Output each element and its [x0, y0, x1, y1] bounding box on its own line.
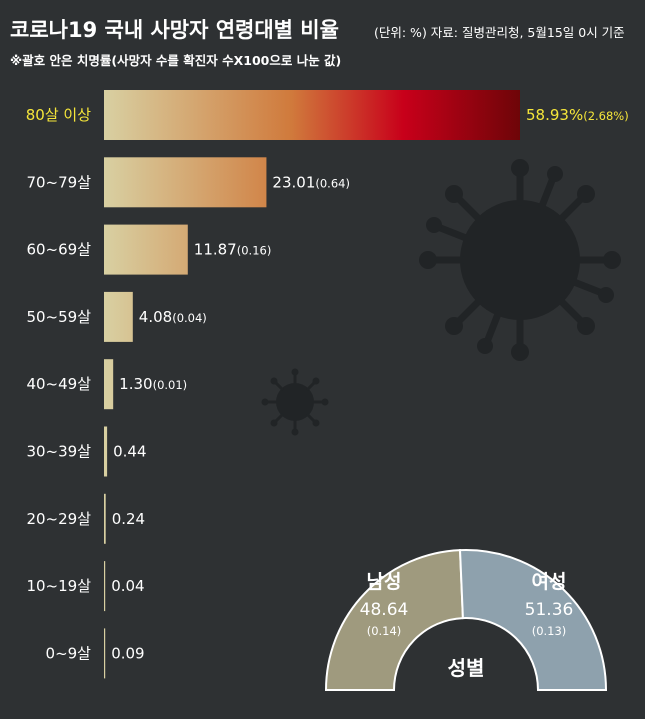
- gender-half-donut: 성별 남성 48.64 (0.14) 여성 51.36 (0.13): [324, 549, 608, 691]
- bar: [104, 157, 267, 208]
- bar: [104, 359, 114, 410]
- value-main: 0.04: [111, 577, 144, 595]
- value-label: 0.44: [113, 443, 146, 461]
- fatality-rate: (0.04): [172, 311, 207, 325]
- gender-title: 성별: [448, 656, 485, 680]
- gender-value-male: 48.64: [360, 600, 409, 620]
- value-label: 0.04: [111, 577, 144, 595]
- bar: [104, 628, 106, 679]
- gender-fatality-male: (0.14): [367, 624, 402, 638]
- value-label: 23.01(0.64): [272, 173, 350, 191]
- gender-slice-female: [458, 549, 608, 691]
- category-label: 70~79살: [26, 173, 91, 191]
- gender-value-female: 51.36: [525, 600, 574, 620]
- fatality-rate: (0.16): [237, 244, 272, 258]
- age-bar-chart: 80살 이상 58.93%(2.68%) 70~79살 23.01(0.64) 60~6…: [26, 90, 629, 679]
- gender-label-male: 남성: [367, 571, 402, 593]
- value-main: 23.01: [272, 173, 315, 191]
- category-label: 60~69살: [26, 241, 91, 259]
- value-label: 11.87(0.16): [194, 241, 272, 259]
- virus-icon-large: [419, 159, 621, 361]
- value-main: 0.44: [113, 443, 146, 461]
- bar: [104, 291, 133, 342]
- virus-icon-small: [261, 368, 329, 436]
- chart-title: 코로나19 국내 사망자 연령대별 비율: [10, 18, 339, 42]
- value-label: 0.24: [112, 510, 145, 528]
- fatality-rate: (2.68%): [583, 109, 629, 123]
- value-main: 0.09: [111, 644, 144, 662]
- value-main: 4.08: [139, 308, 172, 326]
- fatality-rate: (0.01): [153, 378, 188, 392]
- value-main: 11.87: [194, 241, 237, 259]
- category-label: 50~59살: [26, 308, 91, 326]
- category-label: 40~49살: [26, 375, 91, 393]
- value-label: 0.09: [111, 644, 144, 662]
- value-label: 4.08(0.04): [139, 308, 207, 326]
- bar: [104, 561, 106, 612]
- bar: [104, 426, 108, 477]
- bar: [104, 224, 188, 275]
- category-label: 0~9살: [46, 644, 92, 662]
- gender-slice-male: [324, 549, 464, 691]
- category-label: 30~39살: [26, 443, 91, 461]
- category-label: 20~29살: [26, 510, 91, 528]
- gender-fatality-female: (0.13): [532, 624, 567, 638]
- fatality-rate: (0.64): [315, 176, 350, 190]
- bar: [104, 90, 520, 140]
- value-label: 1.30(0.01): [119, 375, 187, 393]
- gender-label-female: 여성: [532, 571, 567, 593]
- value-label: 58.93%(2.68%): [526, 106, 629, 124]
- category-label: 10~19살: [26, 577, 91, 595]
- category-label: 80살 이상: [26, 106, 91, 124]
- bar: [104, 493, 106, 544]
- fatality-note: ※괄호 안은 치명률(사망자 수를 확진자 수X100으로 나눈 값): [10, 53, 342, 68]
- value-main: 58.93%: [526, 106, 583, 124]
- unit-and-source: (단위: %) 자료: 질병관리청, 5월15일 0시 기준: [374, 25, 625, 40]
- value-main: 0.24: [112, 510, 145, 528]
- value-main: 1.30: [119, 375, 152, 393]
